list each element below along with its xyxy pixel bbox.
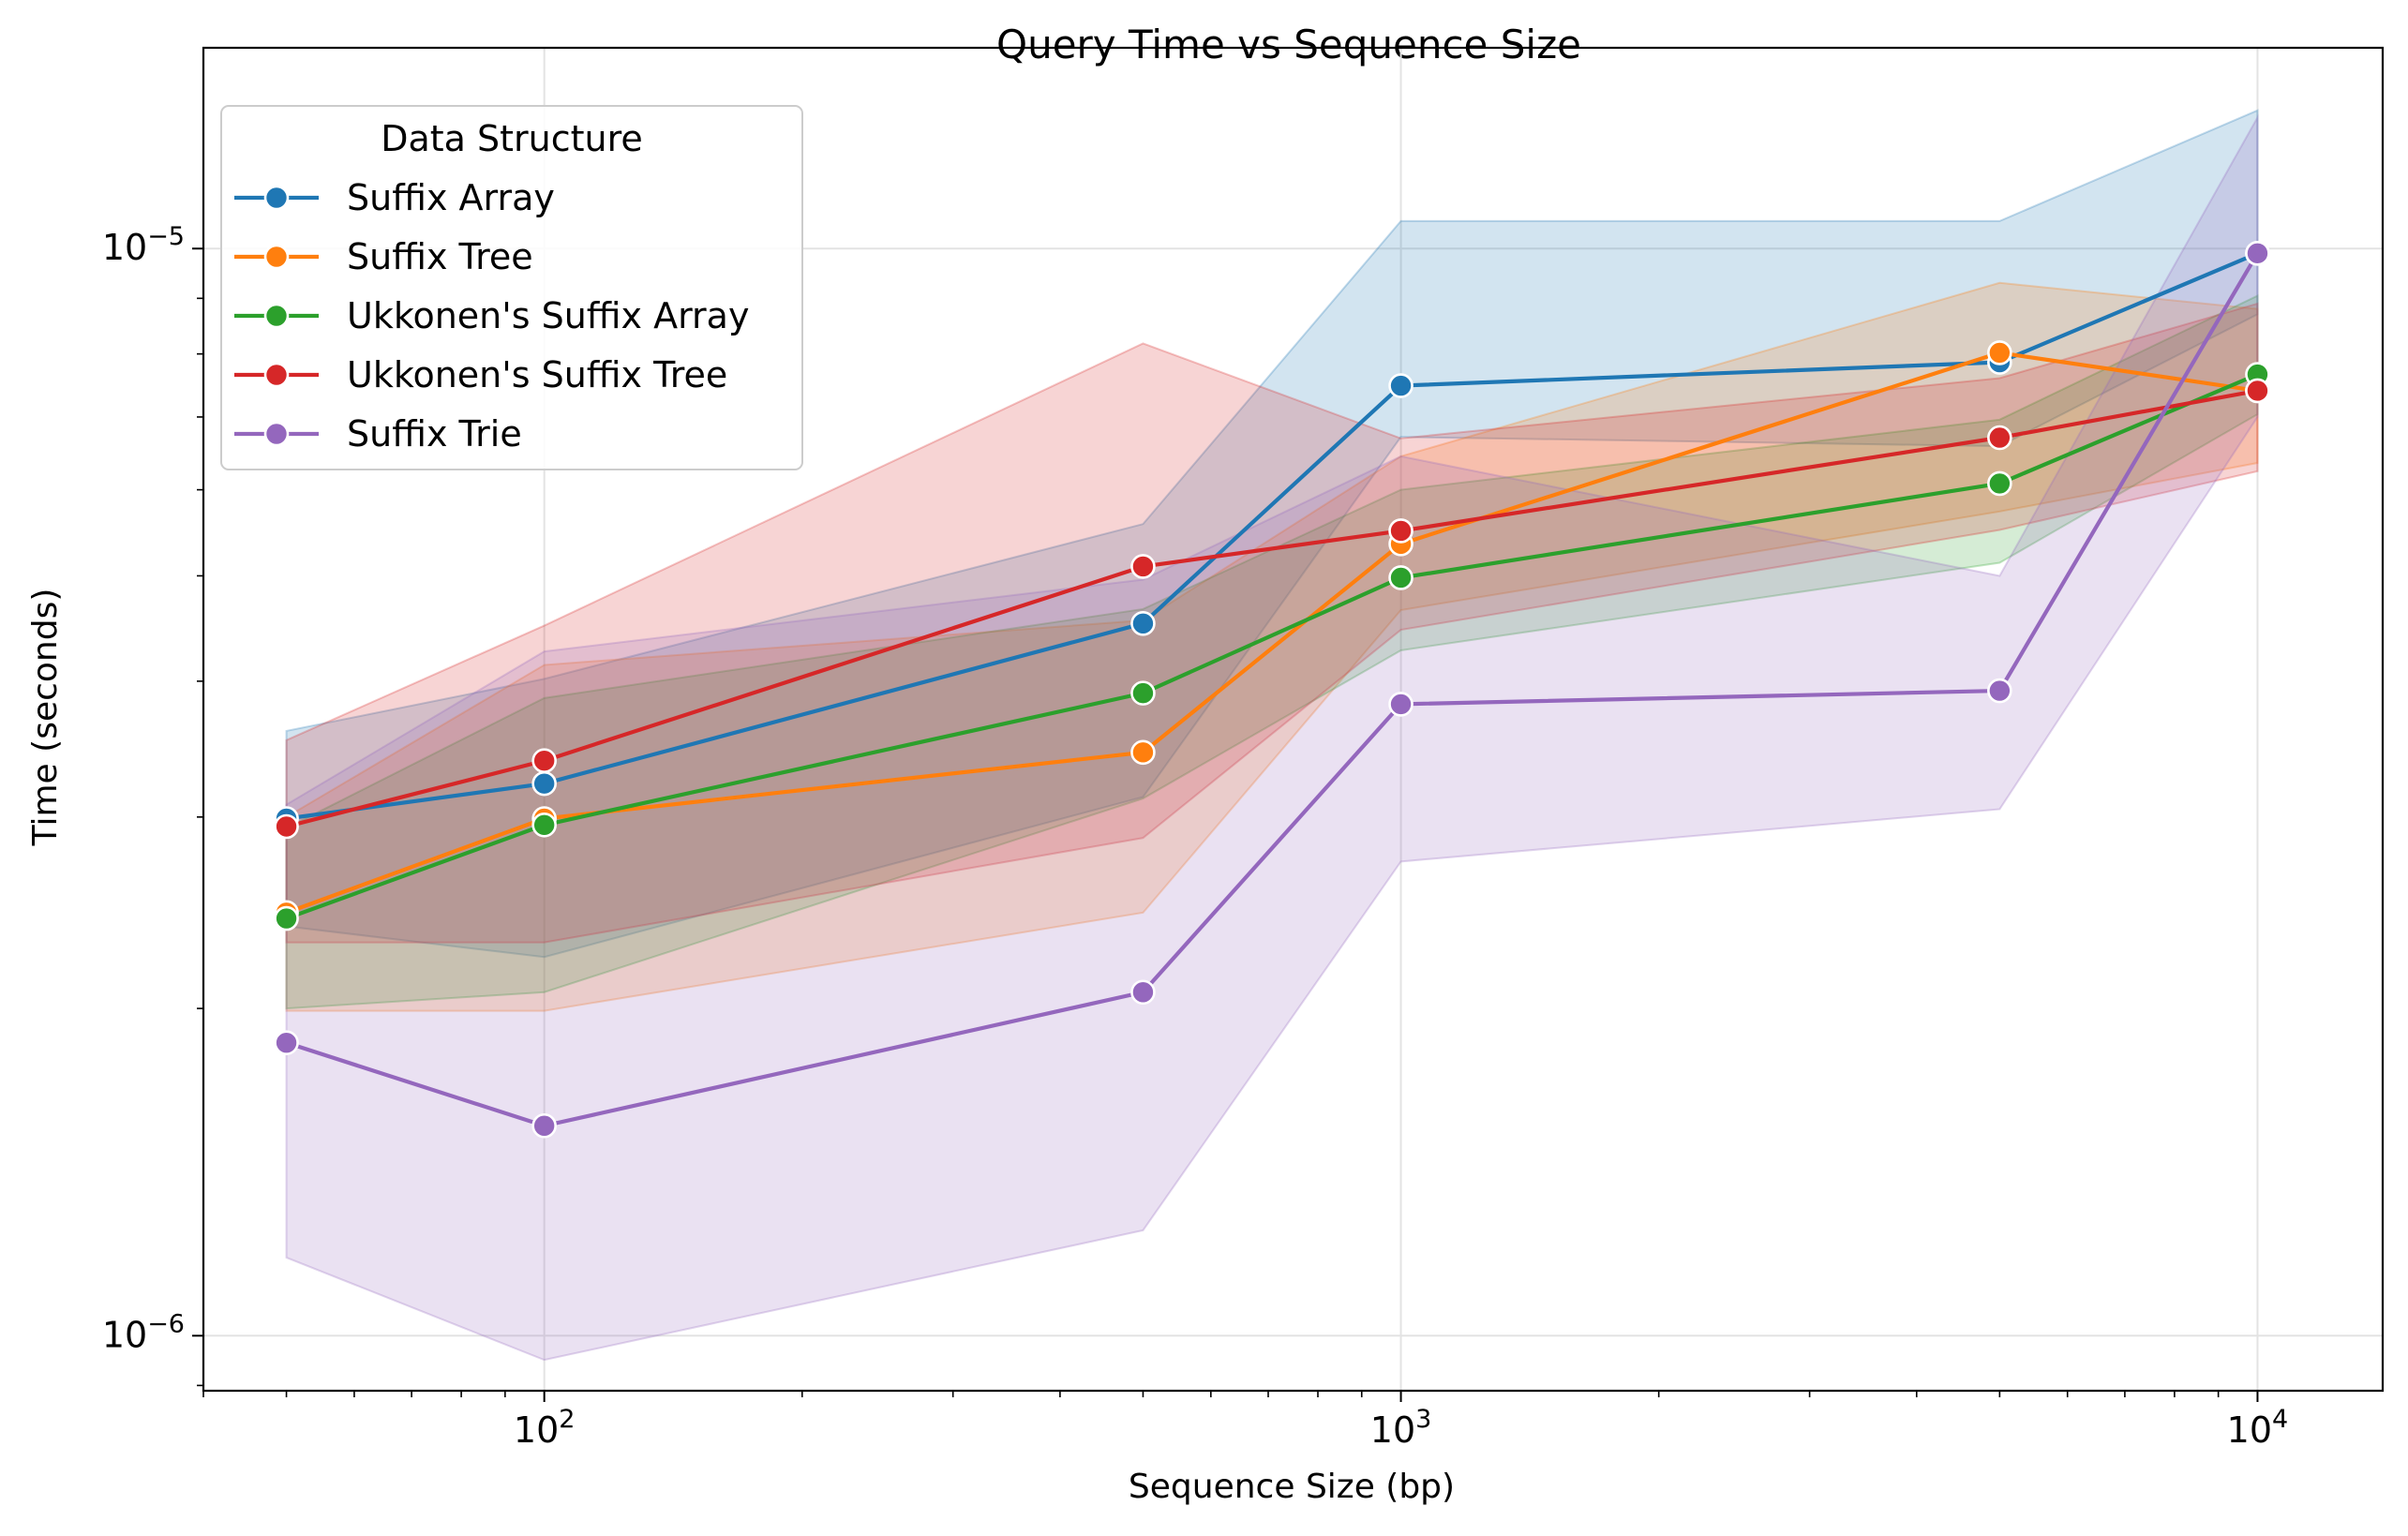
legend-title: Data Structure	[381, 118, 643, 159]
y-tick-label: 10−6	[102, 1309, 185, 1355]
y-axis-label: Time (seconds)	[26, 589, 65, 847]
data-point	[531, 770, 557, 797]
data-point	[1987, 678, 2012, 704]
legend-label: Ukkonen's Suffix Tree	[347, 354, 727, 395]
legend-item: Ukkonen's Suffix Tree	[234, 354, 727, 395]
legend-box	[220, 105, 803, 470]
legend-item: Suffix Array	[234, 177, 555, 218]
confidence-band	[285, 109, 2259, 959]
x-axis-ticks: 102 103 104	[202, 1391, 2289, 1451]
x-tick-label: 102	[514, 1405, 576, 1451]
legend-label: Suffix Trie	[347, 413, 522, 455]
data-point	[1130, 554, 1156, 579]
data-point	[531, 748, 557, 774]
data-point	[1388, 373, 1413, 398]
legend-label: Ukkonen's Suffix Array	[347, 295, 749, 336]
legend-marker	[263, 362, 290, 388]
plot-frame	[202, 46, 2385, 1393]
y-tick-label: 10−5	[102, 222, 185, 268]
data-point	[2245, 378, 2270, 404]
data-point	[1388, 565, 1413, 590]
series-line	[285, 350, 2258, 915]
x-tick-label-base: 10	[514, 1409, 559, 1451]
legend-label: Suffix Tree	[347, 236, 533, 277]
series-points	[274, 241, 2270, 1139]
legend-label: Suffix Array	[347, 177, 555, 218]
data-point	[1388, 692, 1413, 717]
series-line	[286, 388, 2258, 829]
data-point	[1388, 518, 1413, 544]
data-point	[2245, 241, 2270, 266]
data-point	[274, 905, 299, 932]
data-point	[274, 1030, 299, 1055]
data-point	[1130, 739, 1156, 766]
data-point	[531, 812, 557, 838]
x-tick-label-base: 10	[1370, 1409, 1415, 1451]
data-point	[1130, 611, 1156, 636]
chart-title: Query Time vs Sequence Size	[996, 22, 1581, 67]
y-tick-label-exponent: −5	[147, 222, 185, 251]
y-tick-label-exponent: −6	[147, 1309, 185, 1338]
data-point	[1130, 979, 1156, 1006]
y-tick-label-base: 10	[102, 227, 147, 268]
x-tick-label-base: 10	[2227, 1409, 2272, 1451]
legend-marker	[263, 303, 290, 329]
data-point	[1987, 470, 2012, 497]
series-lines	[285, 251, 2260, 1128]
data-point	[531, 1112, 557, 1139]
legend-marker	[263, 421, 290, 447]
data-point	[274, 813, 299, 840]
legend-items: Suffix Array Suffix Tree Ukkonen's Suffix …	[234, 177, 749, 455]
confidence-band	[285, 113, 2259, 1362]
series-line	[286, 251, 2259, 821]
legend-marker	[263, 185, 290, 211]
x-tick-label-exponent: 3	[1415, 1405, 1431, 1434]
y-axis-ticks: 10−610−5	[102, 222, 203, 1387]
y-tick-label-base: 10	[102, 1314, 147, 1355]
legend-item: Ukkonen's Suffix Array	[234, 295, 749, 336]
data-point	[1987, 340, 2012, 365]
x-tick-label-exponent: 4	[2272, 1405, 2288, 1434]
confidence-bands	[285, 109, 2259, 1362]
confidence-band	[285, 302, 2259, 944]
legend: Data Structure Suffix Array Suffix Tree Uk…	[220, 105, 803, 470]
x-tick-label: 104	[2227, 1405, 2289, 1451]
legend-item: Suffix Trie	[234, 413, 522, 455]
legend-marker	[263, 244, 290, 270]
data-point	[1130, 680, 1156, 706]
series-line	[285, 252, 2260, 1128]
data-point	[1987, 425, 2012, 451]
x-axis-label: Sequence Size (bp)	[1129, 1468, 1455, 1506]
legend-item: Suffix Tree	[234, 236, 533, 277]
x-tick-label: 103	[1370, 1405, 1432, 1451]
x-tick-label-exponent: 2	[559, 1405, 575, 1434]
series-line	[285, 372, 2259, 921]
